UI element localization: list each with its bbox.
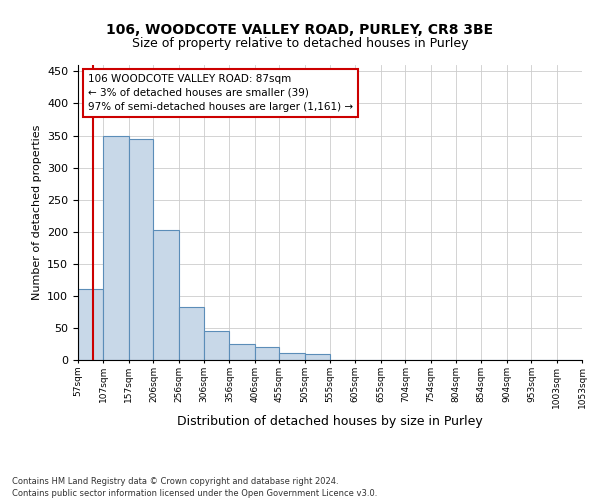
Text: Contains HM Land Registry data © Crown copyright and database right 2024.
Contai: Contains HM Land Registry data © Crown c… [12,476,377,498]
Text: 106, WOODCOTE VALLEY ROAD, PURLEY, CR8 3BE: 106, WOODCOTE VALLEY ROAD, PURLEY, CR8 3… [106,22,494,36]
Bar [254,346,280,360]
Y-axis label: Number of detached properties: Number of detached properties [32,125,41,300]
Bar [229,344,254,360]
X-axis label: Distribution of detached houses by size in Purley: Distribution of detached houses by size … [177,414,483,428]
Bar [154,230,179,360]
Text: Size of property relative to detached houses in Purley: Size of property relative to detached ho… [132,38,468,51]
Bar [179,307,204,360]
Bar [280,353,305,360]
Bar [305,354,330,360]
Bar [103,136,128,360]
Bar [128,138,154,360]
Bar [78,290,103,360]
Bar [204,330,229,360]
Text: 106 WOODCOTE VALLEY ROAD: 87sqm
← 3% of detached houses are smaller (39)
97% of : 106 WOODCOTE VALLEY ROAD: 87sqm ← 3% of … [88,74,353,112]
